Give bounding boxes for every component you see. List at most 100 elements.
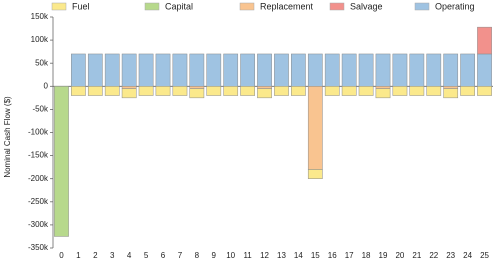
bar-segment bbox=[477, 53, 492, 87]
x-tick-label: 4 bbox=[127, 251, 132, 260]
bar-segment bbox=[291, 53, 306, 87]
bar-segment bbox=[358, 53, 374, 87]
x-tick-label: 25 bbox=[480, 251, 489, 260]
x-tick-label: 18 bbox=[362, 251, 371, 260]
bar-segment bbox=[138, 86, 154, 96]
bar-segment bbox=[341, 86, 357, 96]
bar-segment bbox=[324, 86, 340, 96]
legend-swatch bbox=[329, 2, 345, 11]
y-tick-label: -200k bbox=[28, 174, 49, 183]
x-tick-label: 15 bbox=[311, 251, 320, 260]
bar-segment bbox=[206, 86, 222, 96]
bar-segment bbox=[341, 53, 357, 87]
x-tick-label: 20 bbox=[395, 251, 404, 260]
x-tick-label: 16 bbox=[328, 251, 337, 260]
bar-segment bbox=[223, 86, 239, 96]
x-tick-label: 11 bbox=[243, 251, 252, 260]
bar-segment bbox=[274, 53, 289, 87]
bar-segment bbox=[189, 53, 205, 87]
x-tick-label: 13 bbox=[277, 251, 286, 260]
y-tick-label: -50k bbox=[32, 105, 49, 114]
x-tick-label: 17 bbox=[345, 251, 354, 260]
bar-segment bbox=[460, 53, 475, 87]
bar-segment bbox=[240, 53, 255, 87]
bar-segment bbox=[307, 169, 323, 179]
legend-swatch bbox=[51, 2, 67, 11]
bar-segment bbox=[375, 53, 391, 87]
y-tick-label: -150k bbox=[28, 151, 49, 160]
x-tick-label: 12 bbox=[260, 251, 269, 260]
bar-segment bbox=[392, 86, 408, 96]
y-tick-label: 0 bbox=[44, 81, 49, 90]
x-tick-label: 6 bbox=[161, 251, 166, 260]
bar-segment bbox=[477, 26, 492, 55]
bar-segment bbox=[443, 88, 459, 99]
bar-segment bbox=[104, 53, 120, 87]
bar-segment bbox=[460, 86, 475, 96]
bar-segment bbox=[426, 53, 442, 87]
bar-segment bbox=[138, 53, 154, 87]
x-tick-label: 24 bbox=[463, 251, 472, 260]
bar-segment bbox=[307, 53, 323, 87]
bar-segment bbox=[443, 86, 459, 89]
bar-segment bbox=[257, 88, 272, 99]
bar-segment bbox=[172, 86, 188, 96]
x-tick-label: 3 bbox=[110, 251, 115, 260]
legend-swatch bbox=[144, 2, 160, 11]
x-tick-label: 14 bbox=[294, 251, 303, 260]
bar-segment bbox=[324, 53, 340, 87]
y-tick-label: -100k bbox=[28, 128, 49, 137]
legend-label: Operating bbox=[435, 1, 475, 11]
bar-segment bbox=[477, 86, 492, 96]
bar-segment bbox=[189, 86, 205, 89]
y-tick-label: -250k bbox=[28, 197, 49, 206]
bar-segment bbox=[240, 86, 255, 96]
bar-segment bbox=[71, 86, 86, 96]
bar-segment bbox=[358, 86, 374, 96]
legend-label: Replacement bbox=[260, 1, 314, 11]
bar-segment bbox=[104, 86, 120, 96]
y-axis-title: Nominal Cash Flow ($) bbox=[3, 96, 12, 178]
y-tick-label: 150k bbox=[31, 12, 49, 21]
legend-swatch bbox=[239, 2, 255, 11]
bar-segment bbox=[375, 88, 391, 99]
bar-segment bbox=[291, 86, 306, 96]
bar-segment bbox=[392, 53, 408, 87]
bar-segment bbox=[206, 53, 222, 87]
y-tick-label: -300k bbox=[28, 220, 49, 229]
bar-segment bbox=[87, 53, 103, 87]
x-tick-label: 2 bbox=[93, 251, 98, 260]
bar-segment bbox=[71, 53, 86, 87]
bar-segment bbox=[189, 88, 205, 99]
bar-segment bbox=[223, 53, 239, 87]
x-tick-label: 5 bbox=[144, 251, 149, 260]
bar-segment bbox=[307, 86, 323, 170]
x-tick-label: 10 bbox=[226, 251, 235, 260]
x-tick-label: 0 bbox=[59, 251, 64, 260]
bar-segment bbox=[121, 53, 137, 87]
bar-segment bbox=[257, 86, 272, 89]
bar-segment bbox=[121, 88, 137, 99]
y-tick-label: 50k bbox=[35, 58, 49, 67]
bar-segment bbox=[87, 86, 103, 96]
x-tick-label: 19 bbox=[379, 251, 388, 260]
x-tick-label: 9 bbox=[212, 251, 217, 260]
x-tick-label: 8 bbox=[195, 251, 200, 260]
bar-segment bbox=[172, 53, 188, 87]
bar-segment bbox=[426, 86, 442, 96]
y-tick-label: 100k bbox=[31, 35, 49, 44]
bar-segment bbox=[274, 86, 289, 96]
x-tick-label: 7 bbox=[178, 251, 183, 260]
x-tick-label: 23 bbox=[446, 251, 455, 260]
bar-segment bbox=[155, 86, 171, 96]
bar-segment bbox=[409, 53, 425, 87]
x-tick-label: 21 bbox=[412, 251, 421, 260]
x-tick-label: 22 bbox=[429, 251, 438, 260]
x-tick-label: 1 bbox=[76, 251, 81, 260]
bar-segment bbox=[54, 86, 69, 237]
legend-label: Salvage bbox=[350, 1, 383, 11]
legend-swatch bbox=[414, 2, 430, 11]
bar-segment bbox=[155, 53, 171, 87]
bar-segment bbox=[443, 53, 459, 87]
